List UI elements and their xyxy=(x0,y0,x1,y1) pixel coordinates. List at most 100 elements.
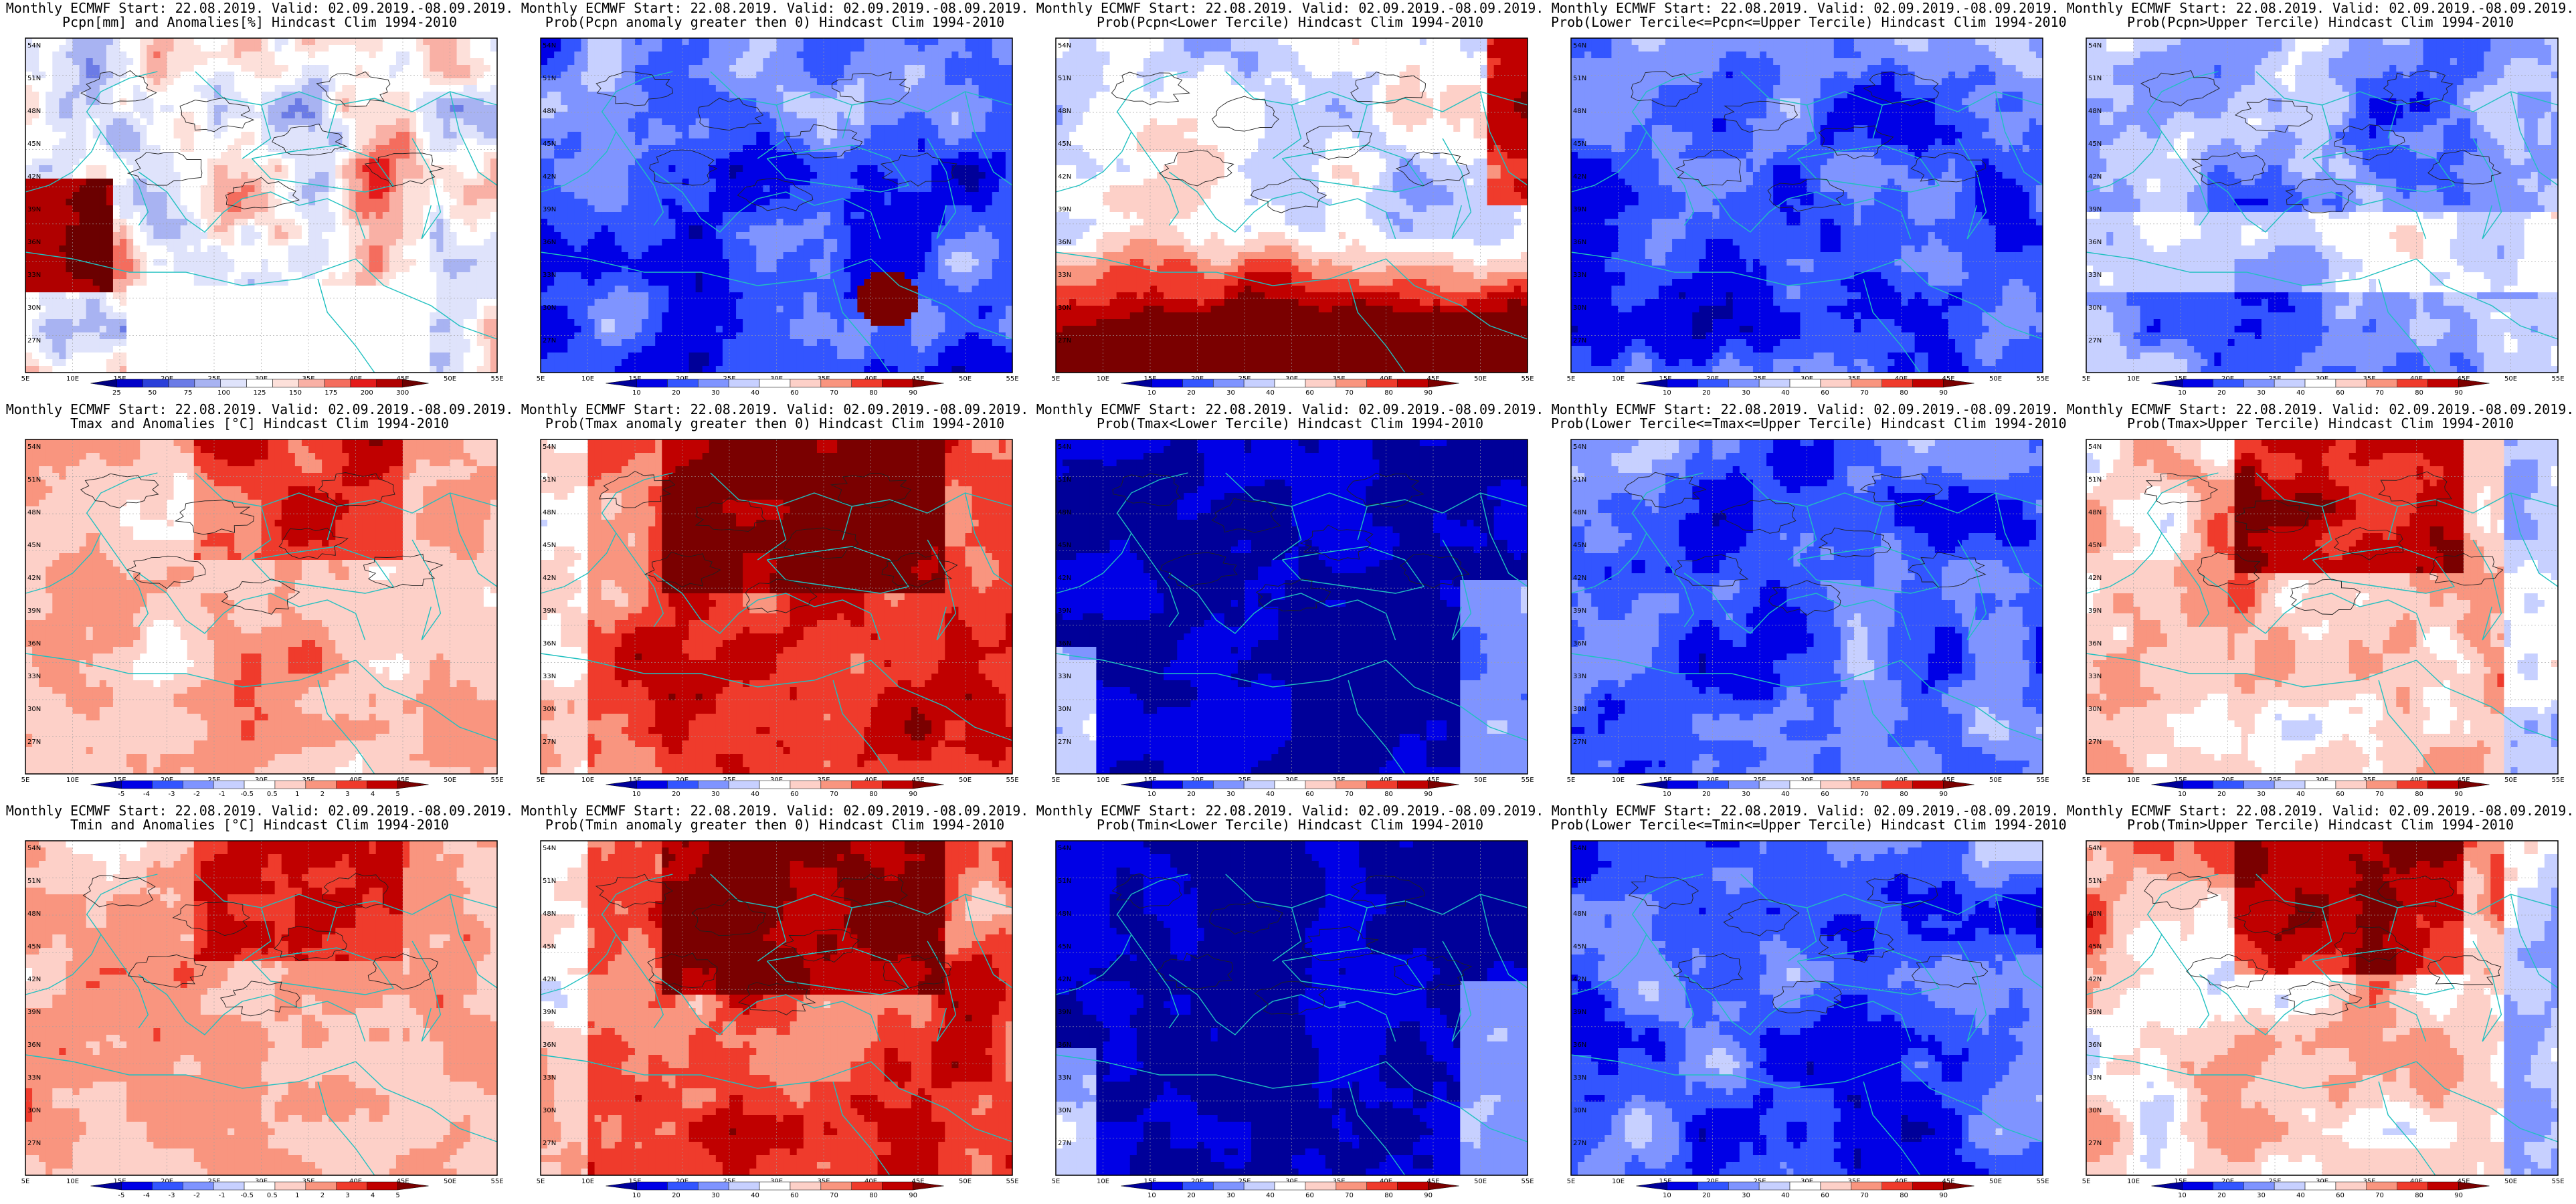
lat-tick-label: 36N xyxy=(27,640,41,647)
panel-title-line1: Monthly ECMWF Start: 22.08.2019. Valid: … xyxy=(1036,804,1544,818)
lon-tick-label: 40E xyxy=(864,1178,877,1185)
lon-tick-label: 25E xyxy=(2268,777,2281,784)
lon-tick-label: 40E xyxy=(1895,777,1908,784)
axis-tick-labels: 5E 10E 15E 20E 25E 30E 35E 40E 45E 50E 55E 54N 51N 48… xyxy=(1567,443,2049,784)
lon-tick-label: 50E xyxy=(959,1178,972,1185)
lat-tick-label: 42N xyxy=(1058,173,1071,181)
colorbar-label: 10 xyxy=(2178,1192,2187,1199)
colorbar: 10 20 30 40 60 70 80 90 xyxy=(2151,379,2490,397)
lon-tick-label: 25E xyxy=(1238,375,1251,383)
shaded-field xyxy=(2086,38,2559,373)
lat-tick-label: 36N xyxy=(1058,640,1071,647)
lat-tick-label: 54N xyxy=(543,443,556,451)
lon-tick-label: 15E xyxy=(1659,1178,1671,1185)
colorbar-label: 90 xyxy=(909,1192,917,1199)
lat-tick-label: 27N xyxy=(543,1140,556,1147)
panel-title-line1: Monthly ECMWF Start: 22.08.2019. Valid: … xyxy=(1551,403,2059,417)
coastlines xyxy=(1570,874,2043,1176)
lon-tick-label: 35E xyxy=(1847,375,1860,383)
shaded-field xyxy=(2086,439,2559,775)
colorbar-label: 20 xyxy=(672,791,680,798)
colorbar-label: 70 xyxy=(1345,1192,1354,1199)
panel-title-line1: Monthly ECMWF Start: 22.08.2019. Valid: … xyxy=(1036,403,1544,417)
colorbar-label: 30 xyxy=(2257,791,2266,798)
panel-title-line2: Prob(Pcpn>Upper Tercile) Hindcast Clim 1… xyxy=(2066,15,2575,29)
panel-title-line2: Prob(Tmax anomaly greater then 0) Hindca… xyxy=(521,417,1029,431)
lon-tick-label: 10E xyxy=(2127,1178,2140,1185)
map-panel-pcpn-anom: Monthly ECMWF Start: 22.08.2019. Valid: … xyxy=(5,1,514,400)
lon-tick-label: 30E xyxy=(255,375,268,383)
lon-tick-label: 55E xyxy=(2551,375,2564,383)
lon-tick-label: 5E xyxy=(2082,375,2091,383)
colorbar-label: -5 xyxy=(118,1192,124,1199)
lon-tick-label: 55E xyxy=(1521,1178,1534,1185)
lat-tick-label: 36N xyxy=(1058,239,1071,246)
lat-tick-label: 42N xyxy=(2088,173,2102,181)
colorbar-label: 4 xyxy=(371,791,375,798)
map-plot: 5E 10E 15E 20E 25E 30E 35E 40E 45E 50E 55E 54N 51N 48… xyxy=(2082,439,2565,798)
lat-tick-label: 48N xyxy=(1058,108,1071,115)
lon-tick-label: 10E xyxy=(2127,777,2140,784)
lat-tick-label: 48N xyxy=(1573,509,1586,516)
lat-tick-label: 39N xyxy=(1058,1009,1071,1016)
lat-tick-label: 36N xyxy=(1573,239,1586,246)
lat-tick-label: 33N xyxy=(1573,1074,1586,1082)
panel-title-line1: Monthly ECMWF Start: 22.08.2019. Valid: … xyxy=(2066,804,2575,818)
lon-tick-label: 20E xyxy=(1191,777,1204,784)
colorbar-label: 10 xyxy=(632,1192,641,1199)
colorbar: 10 20 30 40 60 70 80 90 xyxy=(1121,780,1459,798)
lat-tick-label: 45N xyxy=(1058,542,1071,549)
lat-tick-label: 33N xyxy=(1058,272,1071,279)
lon-tick-label: 35E xyxy=(302,1178,314,1185)
lat-tick-label: 51N xyxy=(543,75,556,82)
lat-tick-label: 33N xyxy=(1058,1074,1071,1082)
colorbar: 10 20 30 40 60 70 80 90 xyxy=(1636,780,1974,798)
colorbar-label: 20 xyxy=(1187,791,1196,798)
map-plot: 5E 10E 15E 20E 25E 30E 35E 40E 45E 50E 55E 54N 51N 48… xyxy=(21,37,504,397)
lat-tick-label: 51N xyxy=(543,878,556,885)
lon-tick-label: 10E xyxy=(1097,1178,1109,1185)
colorbar-label: 60 xyxy=(1821,791,1829,798)
lat-tick-label: 39N xyxy=(1573,1009,1586,1016)
lat-tick-label: 51N xyxy=(543,476,556,484)
lat-tick-label: 48N xyxy=(27,910,41,918)
colorbar-label: 30 xyxy=(711,791,720,798)
colorbar-label: 60 xyxy=(2336,389,2344,397)
lon-tick-label: 55E xyxy=(1521,375,1534,383)
panel-title-line1: Monthly ECMWF Start: 22.08.2019. Valid: … xyxy=(1551,804,2059,818)
lat-tick-label: 36N xyxy=(2088,1041,2102,1049)
panel-title-line2: Prob(Tmax>Upper Tercile) Hindcast Clim 1… xyxy=(2066,417,2575,431)
lon-tick-label: 15E xyxy=(2174,375,2187,383)
lon-tick-label: 25E xyxy=(723,777,735,784)
map-panel-tmax-prob-gt0: Monthly ECMWF Start: 22.08.2019. Valid: … xyxy=(521,403,1029,801)
lat-tick-label: 39N xyxy=(1573,607,1586,615)
lon-tick-label: 55E xyxy=(490,1178,503,1185)
colorbar-label: 70 xyxy=(830,389,838,397)
lat-tick-label: 54N xyxy=(27,845,41,852)
colorbar: 25 50 75 100 125 150 175 200 300 xyxy=(90,379,429,397)
axis-tick-labels: 5E 10E 15E 20E 25E 30E 35E 40E 45E 50E 55E 54N 51N 48… xyxy=(1567,845,2049,1185)
map-plot: 5E 10E 15E 20E 25E 30E 35E 40E 45E 50E 55E 54N 51N 48… xyxy=(2082,840,2565,1199)
lon-tick-label: 20E xyxy=(1191,375,1204,383)
contours xyxy=(1111,72,1470,213)
lat-tick-label: 48N xyxy=(27,509,41,516)
map-panel-tmin-prob-lower: Monthly ECMWF Start: 22.08.2019. Valid: … xyxy=(1036,804,1544,1203)
lat-tick-label: 36N xyxy=(543,640,556,647)
lat-tick-label: 48N xyxy=(2088,108,2102,115)
lon-tick-label: 10E xyxy=(1097,375,1109,383)
colorbar-label: 90 xyxy=(1939,791,1948,798)
colorbar-label: 90 xyxy=(909,791,917,798)
lon-tick-label: 20E xyxy=(161,1178,173,1185)
lat-tick-label: 51N xyxy=(27,75,41,82)
colorbar-label: 10 xyxy=(1147,389,1156,397)
lat-tick-label: 39N xyxy=(2088,607,2102,615)
lat-tick-label: 30N xyxy=(2088,304,2102,312)
coastlines xyxy=(2086,71,2559,373)
colorbar-label: 60 xyxy=(2336,1192,2344,1199)
graticule xyxy=(1056,841,1528,1175)
lon-tick-label: 35E xyxy=(1332,777,1345,784)
lat-tick-label: 30N xyxy=(27,706,41,713)
lon-tick-label: 55E xyxy=(2551,777,2564,784)
panel-title-line2: Prob(Tmin<Lower Tercile) Hindcast Clim 1… xyxy=(1036,818,1544,832)
lon-tick-label: 10E xyxy=(1612,777,1625,784)
